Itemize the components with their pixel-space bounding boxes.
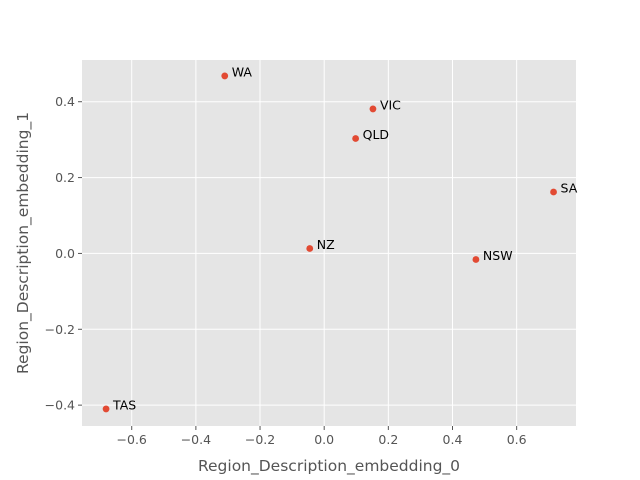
scatter-point <box>352 135 360 142</box>
point-label: NZ <box>317 237 335 252</box>
plot-background <box>82 60 576 426</box>
x-tick-label: 0.0 <box>314 432 334 447</box>
x-axis-ticks: −0.6 −0.4 −0.2 0.0 0.2 0.4 0.6 <box>117 426 527 447</box>
scatter-point <box>306 245 314 252</box>
scatter-point <box>369 105 377 113</box>
point-label: VIC <box>380 97 401 112</box>
x-tick-label: −0.6 <box>117 432 147 447</box>
x-axis-label: Region_Description_embedding_0 <box>198 457 460 476</box>
point-label: NSW <box>483 248 513 263</box>
x-tick-label: −0.2 <box>245 432 275 447</box>
x-tick-label: 0.2 <box>378 432 398 447</box>
point-label: QLD <box>363 127 389 142</box>
y-tick-label: −0.2 <box>45 322 75 337</box>
y-axis-ticks: −0.4 −0.2 0.0 0.2 0.4 <box>45 94 82 413</box>
point-label: SA <box>561 180 578 195</box>
scatter-point <box>472 256 480 263</box>
y-tick-label: −0.4 <box>45 398 75 413</box>
grid <box>82 60 576 426</box>
scatter-point <box>102 405 110 413</box>
x-tick-label: −0.4 <box>181 432 211 447</box>
y-axis-label: Region_Description_embedding_1 <box>14 112 33 374</box>
scatter-point <box>221 72 229 80</box>
x-tick-label: 0.4 <box>443 432 463 447</box>
data-points: WA VIC QLD SA NZ NSW TAS <box>102 64 578 413</box>
x-tick-label: 0.6 <box>507 432 527 447</box>
scatter-point <box>550 188 557 196</box>
y-tick-label: 0.0 <box>55 246 75 261</box>
point-label: WA <box>232 64 253 79</box>
y-tick-label: 0.4 <box>55 94 75 109</box>
point-label: TAS <box>112 397 136 412</box>
y-tick-label: 0.2 <box>55 170 75 185</box>
